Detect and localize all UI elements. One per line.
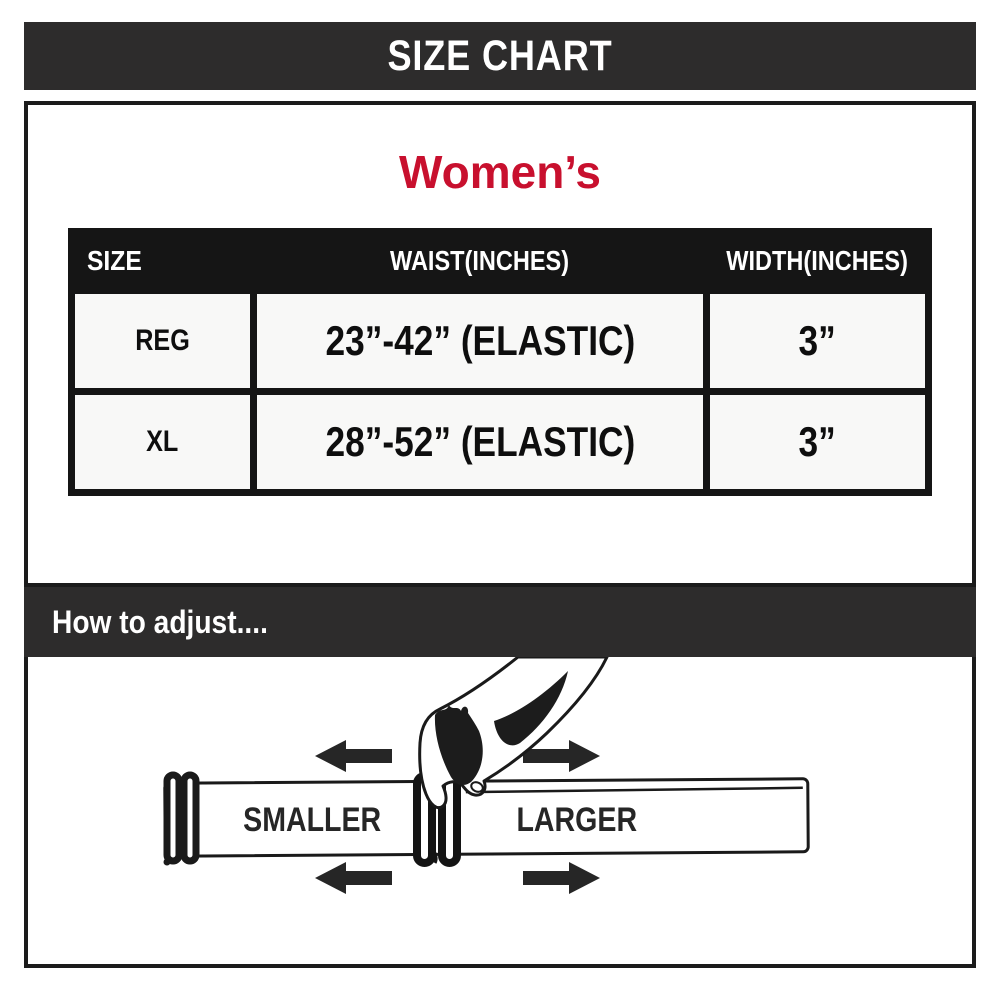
smaller-label: SMALLER bbox=[243, 801, 382, 839]
womens-size-panel: Women’s SIZE WAIST(INCHES) WIDTH(INCHES)… bbox=[24, 101, 976, 587]
table-header-size: SIZE bbox=[75, 235, 250, 287]
how-to-adjust-heading: How to adjust.... bbox=[52, 603, 268, 640]
arrow-left-bottom-icon bbox=[315, 862, 392, 894]
table-row-xl-width: 3” bbox=[710, 395, 925, 489]
size-chart-banner: SIZE CHART bbox=[24, 22, 976, 90]
belt-adjust-illustration: SMALLER LARGER bbox=[28, 657, 972, 960]
table-row-reg-waist: 23”-42” (ELASTIC) bbox=[257, 294, 703, 388]
how-to-adjust-bar: How to adjust.... bbox=[24, 587, 976, 657]
table-header-width: WIDTH(INCHES) bbox=[710, 235, 925, 287]
arrow-left-top-icon bbox=[315, 740, 392, 772]
arrow-right-top-icon bbox=[523, 740, 600, 772]
table-row-xl-waist: 28”-52” (ELASTIC) bbox=[257, 395, 703, 489]
table-row-reg-width: 3” bbox=[710, 294, 925, 388]
belt-diagram bbox=[163, 657, 810, 894]
table-header-waist: WAIST(INCHES) bbox=[257, 235, 703, 287]
size-chart-title: SIZE CHART bbox=[387, 31, 613, 80]
womens-heading: Women’s bbox=[399, 146, 601, 198]
table-row-reg-size: REG bbox=[75, 294, 250, 388]
size-table: SIZE WAIST(INCHES) WIDTH(INCHES) REG 23”… bbox=[68, 228, 932, 496]
how-to-adjust-panel: How to adjust.... bbox=[24, 587, 976, 968]
larger-label: LARGER bbox=[516, 801, 638, 839]
belt-buckle-icon bbox=[163, 771, 200, 866]
table-row-xl-size: XL bbox=[75, 395, 250, 489]
arrow-right-bottom-icon bbox=[523, 862, 600, 894]
hand-icon bbox=[418, 657, 609, 810]
